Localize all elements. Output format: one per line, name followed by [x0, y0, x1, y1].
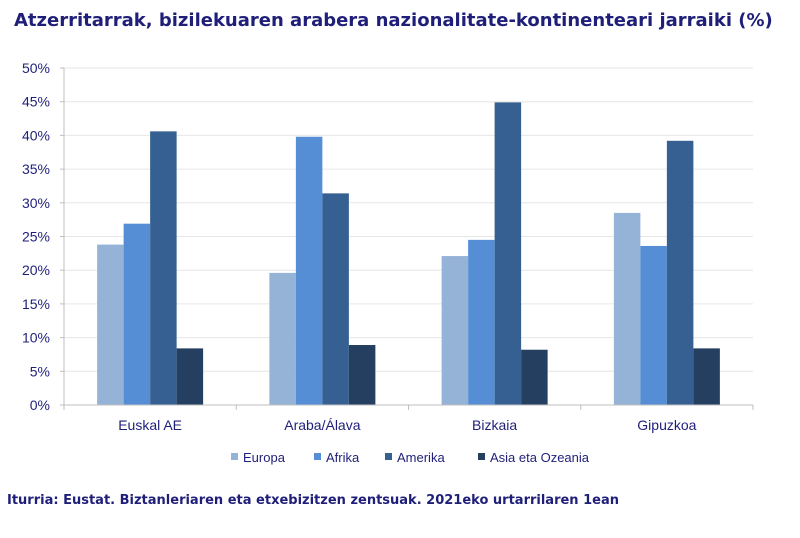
y-tick-label: 40%: [22, 127, 50, 143]
x-category-label: Bizkaia: [472, 417, 517, 433]
x-category-label: Gipuzkoa: [637, 417, 696, 433]
bar-europa: [441, 256, 469, 405]
bar-amerika: [150, 131, 177, 405]
legend-label: Amerika: [397, 450, 445, 465]
legend-label: Afrika: [326, 450, 360, 465]
bar-asia-eta-ozeania: [693, 348, 720, 405]
bar-amerika: [494, 102, 522, 406]
bar-europa: [97, 244, 124, 405]
bar-afrika: [295, 136, 323, 406]
legend-label: Asia eta Ozeania: [490, 450, 590, 465]
y-tick-label: 15%: [22, 296, 50, 312]
bars: [97, 102, 720, 406]
legend: Europa Afrika Amerika Asia eta Ozeania: [231, 450, 590, 465]
bar-europa: [613, 212, 641, 405]
legend-swatch: [314, 453, 321, 460]
y-tick-label: 20%: [22, 262, 50, 278]
axes: [63, 68, 754, 410]
chart-title: Atzerritarrak, bizilekuaren arabera nazi…: [14, 10, 773, 31]
bar-amerika: [666, 140, 694, 406]
y-tick-label: 45%: [22, 94, 50, 110]
x-category-label: Araba/Álava: [284, 417, 360, 433]
legend-swatch: [478, 453, 485, 460]
legend-label: Europa: [243, 450, 286, 465]
legend-swatch: [231, 453, 238, 460]
bar-asia-eta-ozeania: [176, 348, 204, 405]
source-note: Iturria: Eustat. Biztanleriaren eta etxe…: [7, 493, 619, 508]
y-tick-label: 35%: [22, 161, 50, 177]
y-axis-ticks: 0% 5% 10% 15% 20% 25% 30% 35% 40% 45% 50%: [22, 60, 64, 413]
y-tick-label: 0%: [30, 397, 50, 413]
y-tick-label: 50%: [22, 60, 50, 76]
legend-swatch: [385, 453, 392, 460]
y-tick-label: 10%: [22, 330, 50, 346]
bar-europa: [269, 272, 296, 405]
bar-afrika: [640, 245, 667, 405]
x-category-label: Euskal AE: [118, 417, 182, 433]
y-tick-label: 25%: [22, 229, 50, 245]
x-axis-categories: Euskal AE Araba/Álava Bizkaia Gipuzkoa: [118, 417, 696, 433]
bar-amerika: [322, 193, 349, 405]
y-tick-label: 30%: [22, 195, 50, 211]
bar-afrika: [468, 239, 495, 405]
bar-afrika: [123, 223, 151, 405]
bar-asia-eta-ozeania: [521, 349, 548, 405]
bar-asia-eta-ozeania: [348, 345, 376, 405]
y-tick-label: 5%: [30, 363, 50, 379]
